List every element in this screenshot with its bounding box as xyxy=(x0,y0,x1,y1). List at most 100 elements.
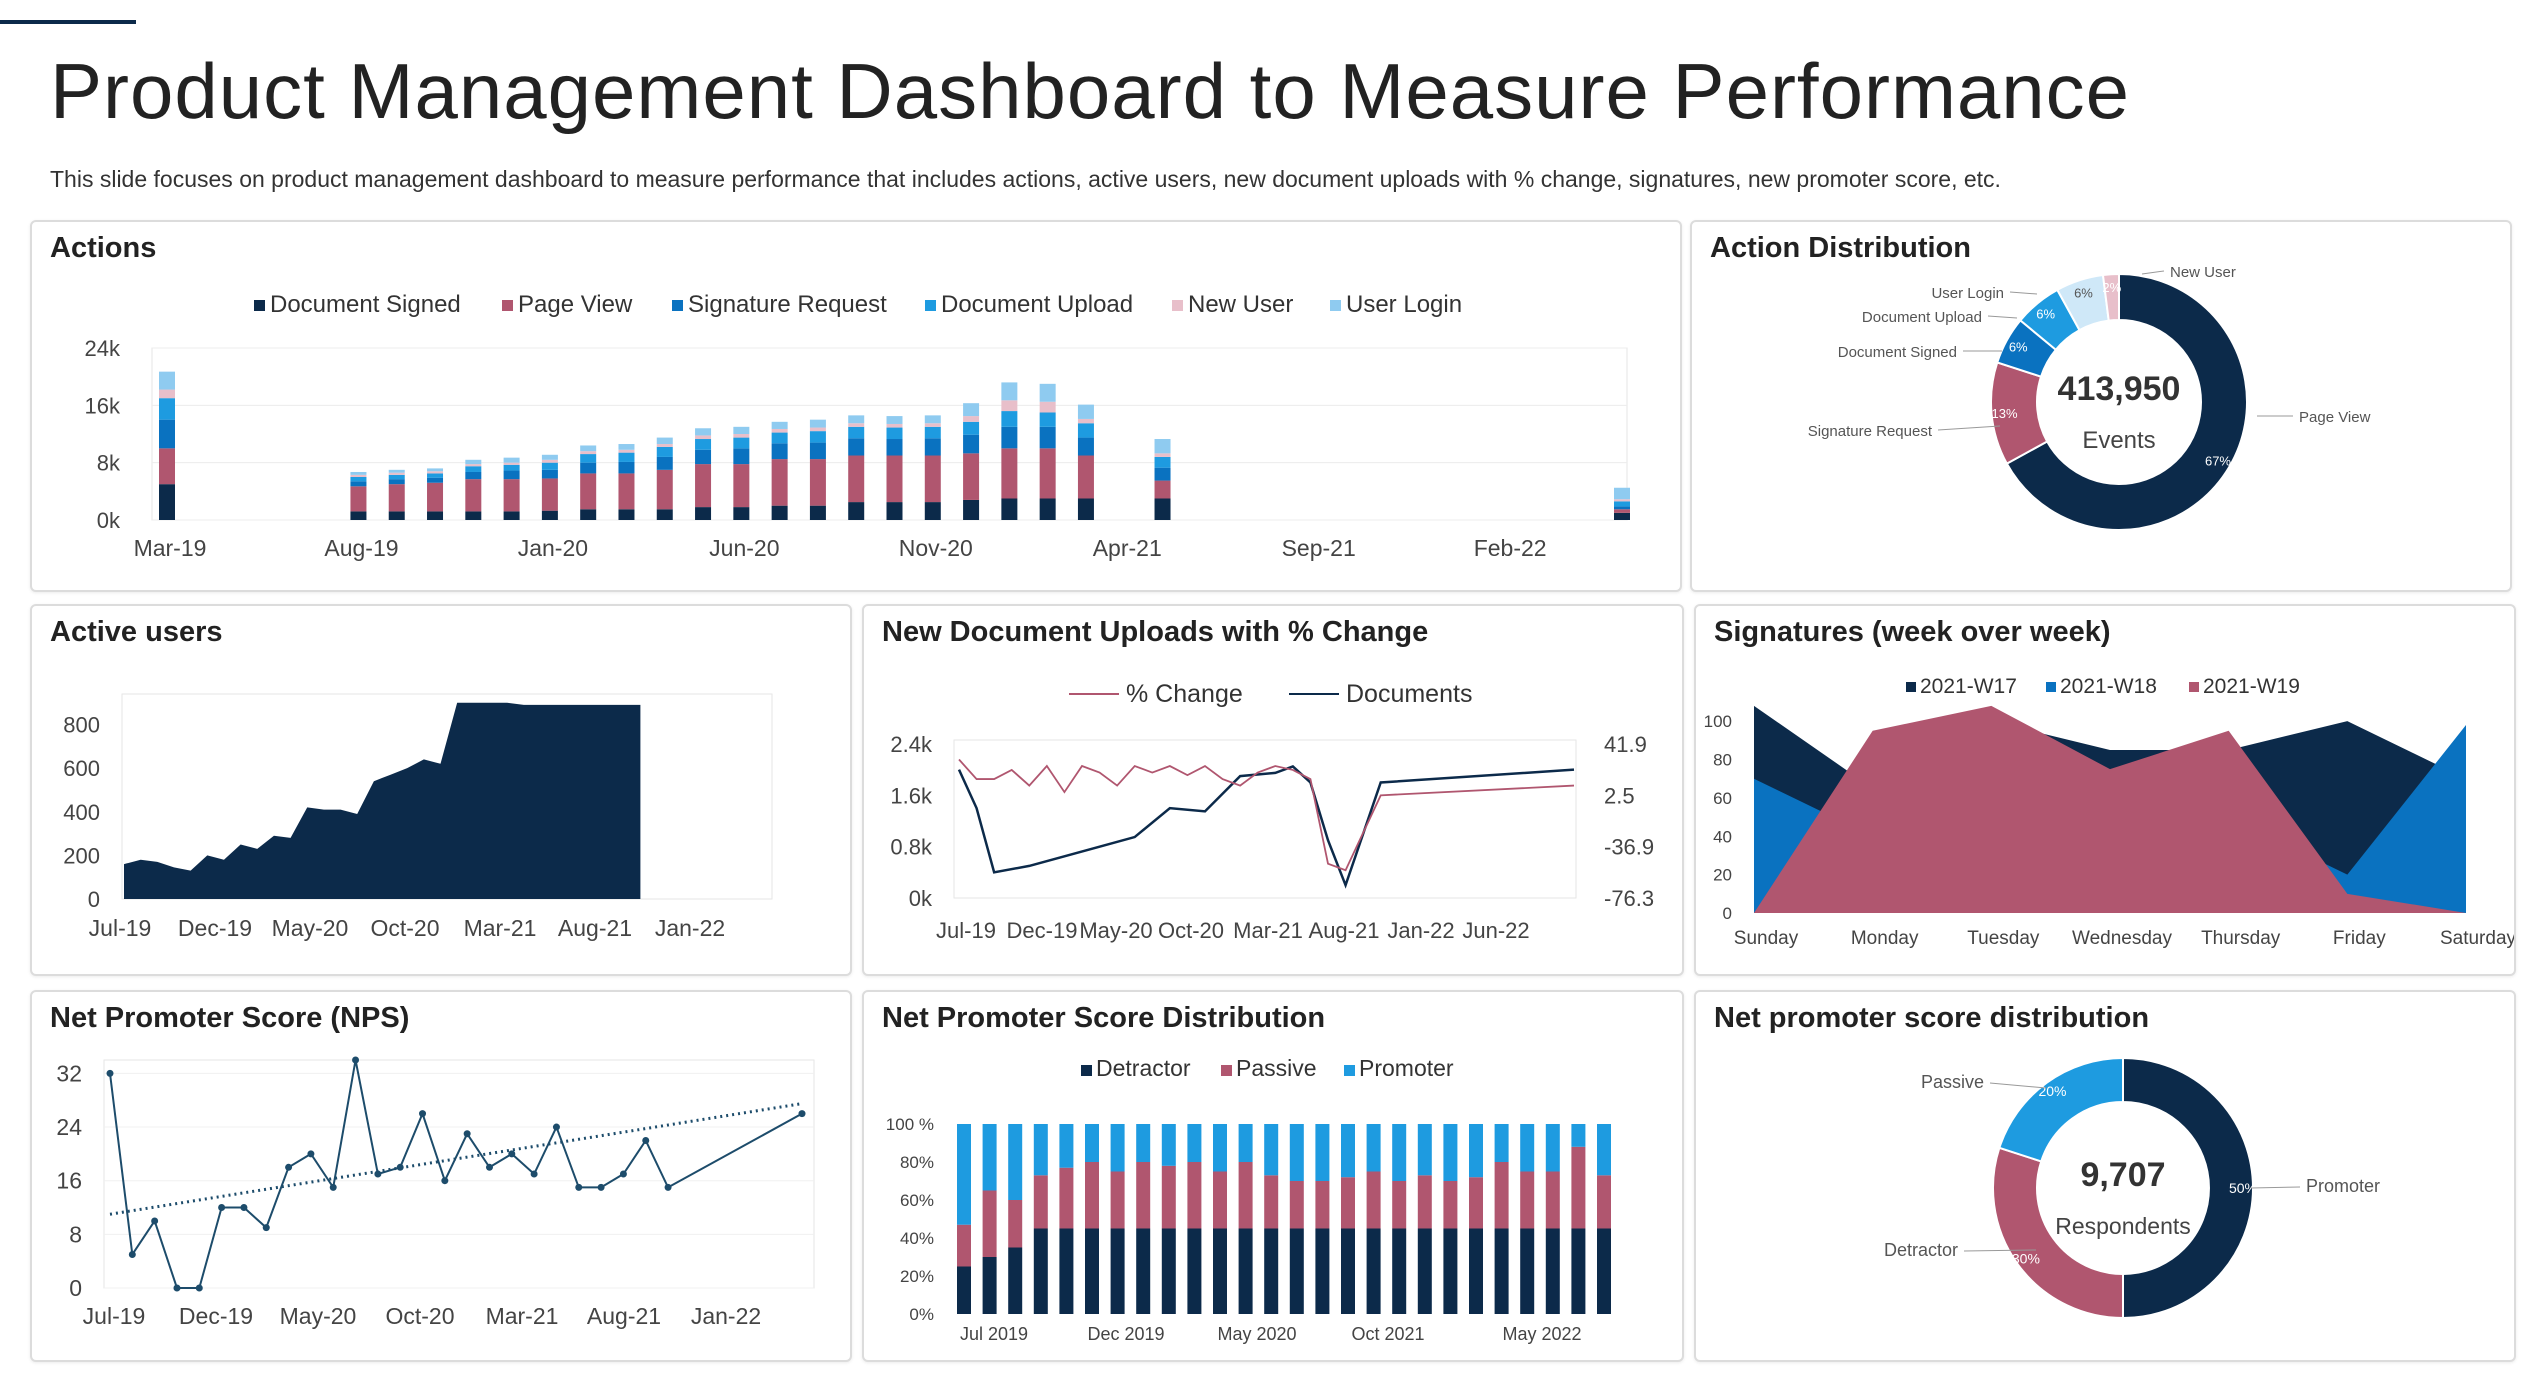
nps-point xyxy=(419,1110,427,1118)
bar-segment xyxy=(809,505,826,520)
bar-segment xyxy=(1213,1228,1227,1314)
bar-segment xyxy=(1110,1171,1125,1229)
bar-segment xyxy=(656,509,673,520)
area-series xyxy=(124,702,641,899)
bar-segment xyxy=(159,398,175,420)
bar-segment xyxy=(733,426,750,434)
y-tick-label: 0% xyxy=(909,1305,934,1324)
bar-segment xyxy=(957,1124,971,1225)
bar-segment xyxy=(1443,1228,1458,1314)
bar-segment xyxy=(1341,1177,1355,1229)
slice-category-label: Page View xyxy=(2299,409,2371,426)
actions-chart: 24k 16k 8k 0k Mar-19 Aug-19 Jan-20 Jun-20 Nov-20… xyxy=(85,291,1630,561)
bar-segment xyxy=(963,499,980,520)
donut-slice xyxy=(2122,1056,2254,1320)
nps-point xyxy=(552,1123,560,1131)
bar-segment xyxy=(1001,382,1018,401)
bar-segment xyxy=(1059,1228,1074,1314)
bar-segment xyxy=(388,472,405,475)
plot-frame xyxy=(953,739,1577,899)
bar-segment xyxy=(957,1266,971,1314)
bar-segment xyxy=(1161,1228,1176,1314)
bar-segment xyxy=(924,455,941,503)
bar-segment xyxy=(541,462,558,470)
legend-label: % Change xyxy=(1126,680,1243,708)
legend-swatch xyxy=(502,300,513,311)
bar-segment xyxy=(695,449,712,465)
bar-segment xyxy=(1494,1162,1509,1229)
bar-segment xyxy=(503,462,520,465)
nps-donut-title: Net promoter score distribution xyxy=(1714,1002,2150,1034)
bar-segment xyxy=(1289,1228,1304,1314)
bar-segment xyxy=(1545,1124,1560,1172)
bar-segment xyxy=(1213,1124,1227,1172)
bar-segment xyxy=(886,416,903,424)
nps-point xyxy=(106,1069,114,1077)
doc-uploads-title: New Document Uploads with % Change xyxy=(882,616,1429,648)
x-tick-label: Jan-20 xyxy=(518,535,588,561)
active-users-panel: Active users 800 600 400 200 0 Jul-19 Dec-19 Ma… xyxy=(30,604,852,976)
slice-pct-label: 67% xyxy=(2205,454,2231,469)
bar-segment xyxy=(388,469,405,473)
bar-segment xyxy=(1614,509,1630,513)
bar-segment xyxy=(1417,1124,1432,1176)
bar-segment xyxy=(1238,1162,1253,1229)
bar-segment xyxy=(541,478,558,511)
x-tick-label: Jul 2019 xyxy=(960,1324,1028,1344)
bar-segment xyxy=(1238,1124,1253,1162)
y-tick-label: 8k xyxy=(97,451,121,476)
bar-segment xyxy=(1077,498,1094,520)
bar-segment xyxy=(1469,1177,1483,1229)
bar-segment xyxy=(427,473,444,478)
bar-segment xyxy=(886,455,903,503)
bar-segment xyxy=(1110,1228,1125,1314)
bar-segment xyxy=(465,459,482,465)
legend-swatch xyxy=(2189,682,2199,692)
x-tick-label: Apr-21 xyxy=(1093,535,1162,561)
x-tick-label: Jan-22 xyxy=(691,1303,761,1329)
signatures-title: Signatures (week over week) xyxy=(1714,616,2111,648)
slice-pct-label: 2% xyxy=(2102,280,2121,295)
bar-segment xyxy=(1008,1124,1023,1200)
bar-segment xyxy=(771,443,788,460)
x-tick-label: Aug-21 xyxy=(587,1303,661,1329)
bar-segment xyxy=(1597,1228,1611,1314)
bar-segment xyxy=(809,459,826,506)
bar-segment xyxy=(809,442,826,460)
legend-label: Passive xyxy=(1236,1055,1317,1081)
bar-segment xyxy=(848,455,865,503)
area-series xyxy=(1754,705,2466,913)
bar-segment xyxy=(695,507,712,520)
leader-line xyxy=(2141,270,2165,275)
nps-point xyxy=(597,1183,605,1191)
bar-segment xyxy=(1110,1124,1125,1172)
bar-segment xyxy=(809,431,826,443)
y-tick-label: 80% xyxy=(900,1153,934,1172)
bar-segment xyxy=(1315,1124,1330,1181)
bar-segment xyxy=(963,453,980,500)
bar-segment xyxy=(541,454,558,460)
nps-point xyxy=(151,1217,159,1225)
x-tick-label: Dec 2019 xyxy=(1087,1324,1164,1344)
bar-segment xyxy=(848,502,865,520)
nps-donut-panel: Net promoter score distribution 50% 30% 20… xyxy=(1694,990,2516,1362)
y-tick-label: 0k xyxy=(97,508,121,533)
bar-segment xyxy=(350,471,367,475)
legend-swatch xyxy=(1221,1065,1232,1076)
bar-segment xyxy=(503,511,520,520)
bar-segment xyxy=(656,437,673,445)
x-tick-label: Mar-19 xyxy=(134,535,207,561)
bar-segment xyxy=(388,511,405,520)
x-tick-label: Saturday xyxy=(2440,928,2514,949)
bar-segment xyxy=(733,448,750,465)
legend-label: Document Signed xyxy=(270,291,461,318)
bar-segment xyxy=(656,469,673,510)
bar-segment xyxy=(427,477,444,483)
x-tick-label: Sep-21 xyxy=(1282,535,1356,561)
bar-segment xyxy=(1136,1124,1151,1162)
bar-segment xyxy=(1039,383,1056,402)
y-tick-label: 40% xyxy=(900,1229,934,1248)
nps-point xyxy=(798,1110,806,1118)
bar-segment xyxy=(1392,1181,1407,1229)
